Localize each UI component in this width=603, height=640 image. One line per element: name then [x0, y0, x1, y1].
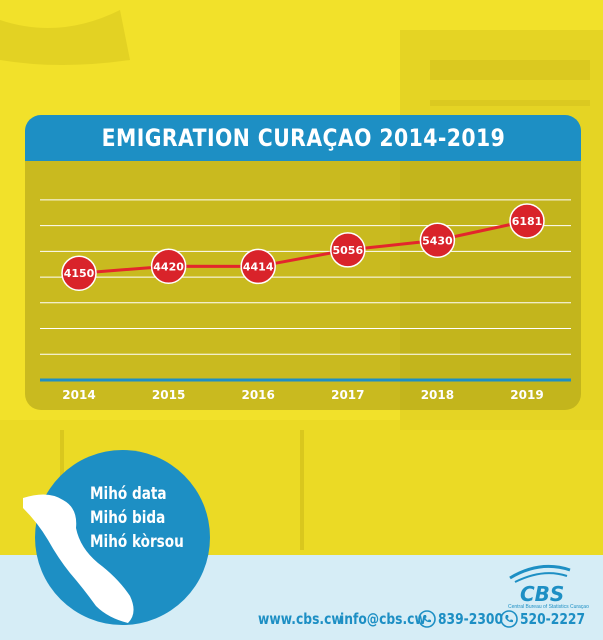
chart-panel: [25, 161, 581, 410]
data-label: 4414: [243, 260, 274, 273]
chart-title-bar: EMIGRATION CURAÇAO 2014-2019: [25, 115, 581, 161]
x-tick-label: 2018: [421, 388, 454, 402]
data-label: 5056: [332, 244, 363, 257]
data-label: 5430: [422, 234, 453, 247]
phone-icon: [500, 610, 518, 628]
x-tick-label: 2014: [62, 388, 95, 402]
phone-number-1[interactable]: 839-2300: [438, 610, 504, 628]
x-tick-label: 2016: [241, 388, 274, 402]
data-label: 6181: [512, 215, 543, 228]
tagline-line-1: Mihó data: [90, 484, 167, 504]
tagline-line-3: Mihó kòrsou: [90, 532, 184, 552]
cbs-subtitle: Central Bureau of Statistics Curaçao: [508, 604, 589, 610]
website-link[interactable]: www.cbs.cw: [258, 610, 343, 628]
phone-icon: [418, 610, 436, 628]
data-point: [330, 232, 366, 268]
data-point: [419, 222, 456, 259]
data-point: [509, 203, 545, 239]
phone-number-2[interactable]: 520-2227: [520, 610, 586, 628]
line-chart: 2014 2015 2016 2017 2018 2019 4150 4420 4414 5056…: [40, 199, 571, 402]
chart-title: EMIGRATION CURAÇAO 2014-2019: [101, 124, 505, 152]
series-line: [78, 219, 528, 275]
data-label: 4150: [64, 267, 95, 280]
data-point: [240, 248, 276, 285]
x-tick-label: 2019: [510, 388, 543, 402]
data-label: 4420: [153, 260, 184, 273]
email-link[interactable]: info@cbs.cw: [340, 610, 426, 628]
data-point: [150, 248, 187, 285]
cbs-logo-icon: [509, 564, 571, 583]
cbs-logo-text: CBS: [520, 582, 565, 606]
island-map-icon: [23, 494, 134, 623]
data-point: [61, 255, 97, 291]
tagline-line-2: Mihó bida: [90, 508, 166, 528]
x-tick-label: 2017: [331, 388, 364, 402]
x-tick-label: 2015: [152, 388, 185, 402]
